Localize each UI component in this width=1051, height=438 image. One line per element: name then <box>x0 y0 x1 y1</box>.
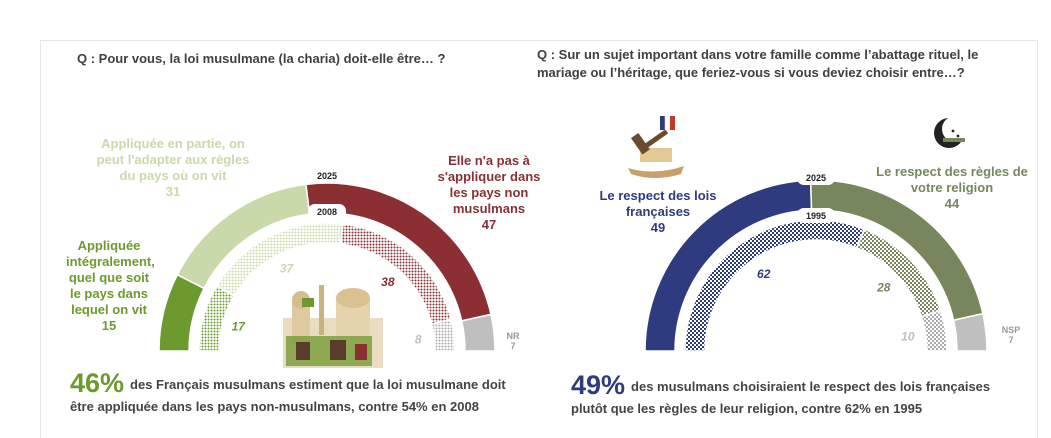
left-summary: 46% des Français musulmans estiment que l… <box>70 370 540 418</box>
right-1995-value-0: 62 <box>757 267 771 281</box>
mosque-illustration <box>283 285 383 368</box>
left-summary-percent: 46% <box>70 368 125 398</box>
right-summary-percent: 49% <box>571 370 626 400</box>
left-year-2025-badge <box>308 168 346 183</box>
left-2008-segment-0 <box>198 284 236 352</box>
content-frame <box>40 40 1038 438</box>
right-2025-segment-2 <box>952 312 988 352</box>
right-1995-value-1: 28 <box>876 280 891 294</box>
left-2025-segment-3 <box>460 313 496 352</box>
right-chart: 62 28 10 2025 1995 <box>644 170 988 352</box>
right-year-1995: 1995 <box>806 211 826 221</box>
right-summary-line2: plutôt que les règles de leur religion, … <box>571 401 923 416</box>
right-1995-segment-2 <box>920 309 948 352</box>
label-regles-religion: Le respect des règles de votre religion … <box>876 164 1028 211</box>
right-year-2025: 2025 <box>806 173 826 183</box>
label-lois-francaises: Le respect des lois françaises 49 <box>599 188 717 235</box>
left-question: Q : Pour vous, la loi musulmane (la char… <box>77 51 446 66</box>
left-chart: 17 37 38 8 2025 2008 <box>158 168 496 352</box>
label-nr: NR 7 <box>506 331 520 351</box>
crescent-icon <box>934 116 968 148</box>
left-year-2008-badge <box>308 204 346 219</box>
left-2008-segment-3 <box>430 318 456 352</box>
left-year-2008: 2008 <box>317 207 337 217</box>
left-2008-value-2: 38 <box>381 275 395 289</box>
left-2025-segment-0 <box>158 273 206 352</box>
label-pas-appliquer: Elle n'a pas à s'appliquer dans les pays… <box>437 153 541 232</box>
right-year-2025-badge <box>797 170 835 185</box>
left-2008-value-1: 37 <box>280 261 295 275</box>
right-1995-value-2: 10 <box>901 329 915 343</box>
right-summary-line1: des musulmans choisiraient le respect de… <box>631 379 991 394</box>
right-summary: 49% des musulmans choisiraient le respect… <box>571 372 1031 420</box>
label-partie: Appliquée en partie, on peut l'adapter a… <box>96 136 250 199</box>
left-summary-line1: des Français musulmans estiment que la l… <box>130 377 506 392</box>
left-2008-value-3: 8 <box>415 332 422 346</box>
left-2008-value-0: 17 <box>232 320 247 334</box>
label-integral: Appliquée intégralement, quel que soit l… <box>66 238 155 333</box>
left-year-2025: 2025 <box>317 171 337 181</box>
label-nsp: NSP 7 <box>1001 325 1021 345</box>
right-year-1995-badge <box>797 208 835 223</box>
right-question: Q : Sur un sujet important dans votre fa… <box>537 47 979 80</box>
left-summary-line2: être appliquée dans les pays non-musulma… <box>70 399 479 414</box>
gavel-icon <box>628 115 684 178</box>
